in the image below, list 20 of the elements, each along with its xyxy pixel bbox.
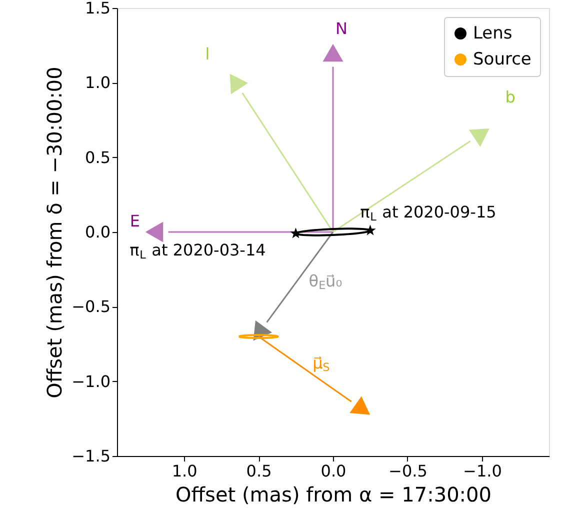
y-tick-label: 1.5 xyxy=(85,0,110,18)
annotation: E xyxy=(130,212,140,231)
x-tick-label: −0.5 xyxy=(388,462,428,480)
y-axis-title: Offset (mas) from δ = −30:00:00 xyxy=(42,66,67,398)
y-tick-label: 0.0 xyxy=(85,222,110,242)
x-tick-label: 0.5 xyxy=(246,462,272,480)
y-tick-label: 1.0 xyxy=(85,73,110,92)
annotation: l xyxy=(205,44,210,64)
y-tick-label: −1.5 xyxy=(72,446,110,466)
x-tick-label: 1.0 xyxy=(172,462,198,480)
legend-label: Lens xyxy=(473,24,512,44)
x-axis-title: Offset (mas) from α = 17:30:00 xyxy=(176,482,492,506)
y-tick-label: −0.5 xyxy=(72,297,110,316)
x-tick-label: −1.0 xyxy=(463,462,502,480)
annotation: b xyxy=(505,88,516,107)
y-tick-label: 0.5 xyxy=(85,148,110,167)
annotation: N xyxy=(335,18,348,38)
legend-label: Source xyxy=(473,50,532,70)
y-tick-label: −1.0 xyxy=(72,372,110,391)
x-tick-label: 0.0 xyxy=(320,462,346,480)
